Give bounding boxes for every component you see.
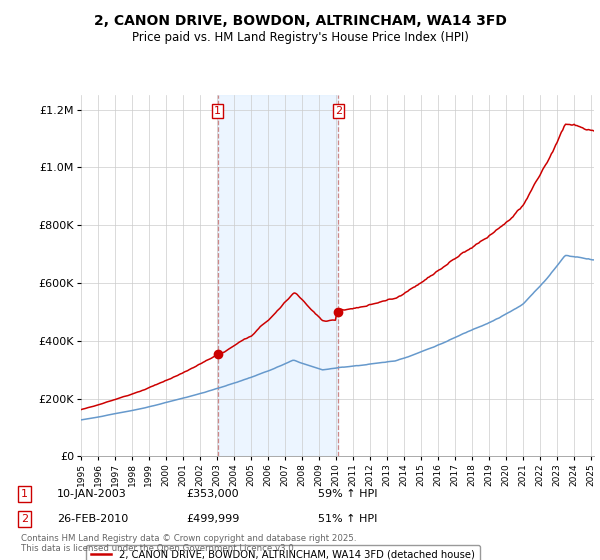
Text: 59% ↑ HPI: 59% ↑ HPI (318, 489, 377, 499)
Text: 10-JAN-2003: 10-JAN-2003 (57, 489, 127, 499)
Text: 2, CANON DRIVE, BOWDON, ALTRINCHAM, WA14 3FD: 2, CANON DRIVE, BOWDON, ALTRINCHAM, WA14… (94, 14, 506, 28)
Text: 26-FEB-2010: 26-FEB-2010 (57, 514, 128, 524)
Text: £499,999: £499,999 (186, 514, 239, 524)
Text: Contains HM Land Registry data © Crown copyright and database right 2025.
This d: Contains HM Land Registry data © Crown c… (21, 534, 356, 553)
Text: Price paid vs. HM Land Registry's House Price Index (HPI): Price paid vs. HM Land Registry's House … (131, 31, 469, 44)
Text: 2: 2 (21, 514, 28, 524)
Bar (218, 95, 338, 456)
Text: 51% ↑ HPI: 51% ↑ HPI (318, 514, 377, 524)
Text: £353,000: £353,000 (186, 489, 239, 499)
Text: 1: 1 (214, 106, 221, 116)
Text: 1: 1 (21, 489, 28, 499)
Text: 2: 2 (335, 106, 342, 116)
Legend: 2, CANON DRIVE, BOWDON, ALTRINCHAM, WA14 3FD (detached house), HPI: Average pric: 2, CANON DRIVE, BOWDON, ALTRINCHAM, WA14… (86, 545, 480, 560)
